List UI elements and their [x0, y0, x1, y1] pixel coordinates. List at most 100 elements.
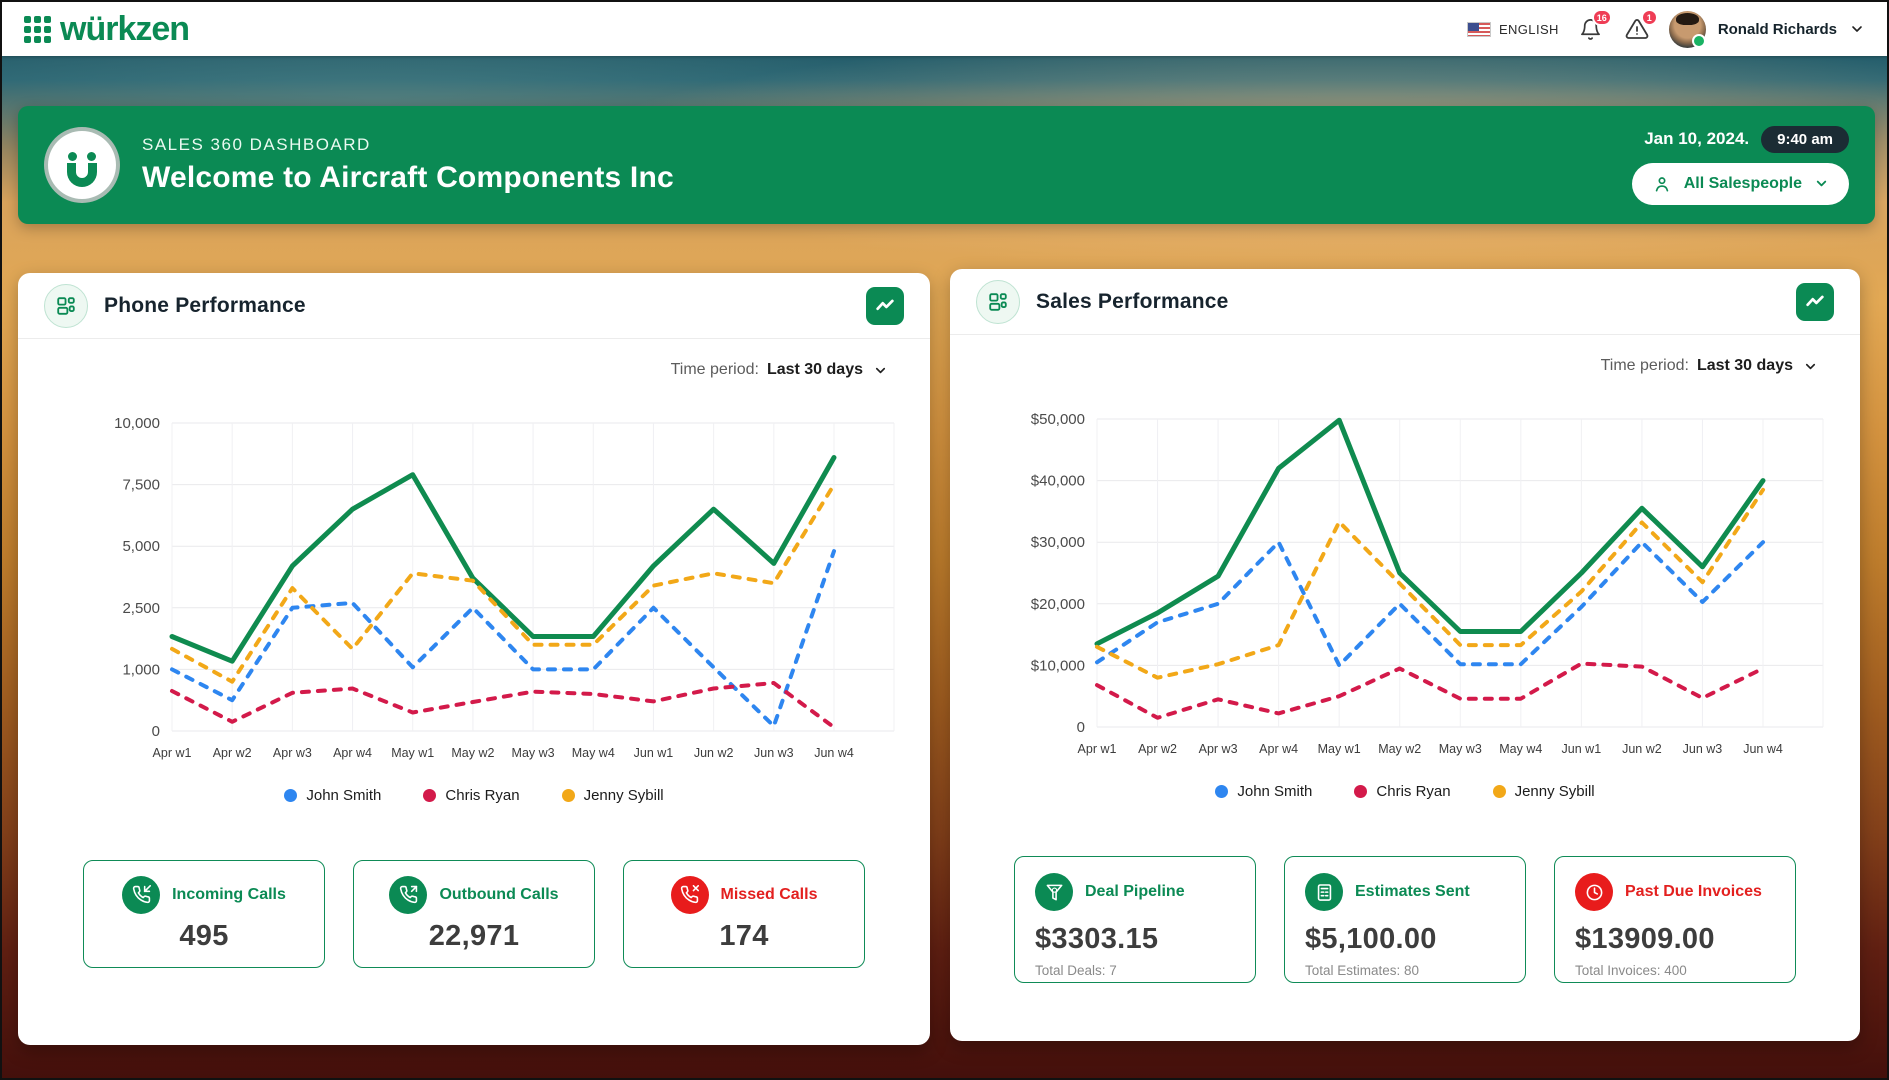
notifications-button[interactable]: 16 — [1577, 9, 1612, 43]
svg-text:0: 0 — [1077, 719, 1085, 736]
svg-text:Jun w1: Jun w1 — [1562, 742, 1602, 756]
brand-logo[interactable]: würkzen — [24, 12, 190, 46]
sales-performance-chart: 0 $10,000 $20,000 $30,000 $40,000 $50,000 Apr … — [1031, 411, 1824, 756]
app-grid-icon — [24, 15, 51, 43]
estimates-sent-label: Estimates Sent — [1355, 883, 1470, 900]
wurkzen-smiley-logo — [44, 127, 120, 203]
phone-chart-legend: John Smith Chris Ryan Jenny Sybill — [18, 787, 930, 804]
past-due-invoices-sub: Total Invoices: 400 — [1575, 963, 1687, 978]
estimates-sent-card: Estimates Sent $5,100.00 Total Estimates… — [1284, 856, 1526, 983]
svg-text:Apr w3: Apr w3 — [273, 746, 312, 760]
trend-icon — [1806, 295, 1824, 306]
svg-text:2,500: 2,500 — [122, 600, 160, 617]
sales-performance-card: Sales Performance Time period: Last 30 d… — [950, 269, 1860, 1041]
sales-stats-row: Deal Pipeline $3303.15 Total Deals: 7 Es… — [950, 856, 1860, 983]
svg-text:$30,000: $30,000 — [1031, 534, 1085, 551]
phone-period-dropdown[interactable]: Last 30 days — [767, 361, 888, 379]
missed-calls-card: Missed Calls 174 — [623, 860, 865, 968]
us-flag-icon — [1466, 21, 1491, 37]
current-time-pill: 9:40 am — [1761, 125, 1849, 153]
svg-text:$10,000: $10,000 — [1031, 657, 1085, 674]
phone-performance-chart: 0 1,000 2,500 5,000 7,500 10,000 Apr w1 Apr w2 A… — [114, 415, 895, 760]
alerts-button[interactable]: 1 — [1623, 9, 1658, 43]
svg-text:May w4: May w4 — [1499, 742, 1542, 756]
phone-missed-icon — [670, 875, 709, 914]
deal-pipeline-value: $3303.15 — [1035, 923, 1159, 955]
past-due-invoices-value: $13909.00 — [1575, 923, 1715, 955]
incoming-calls-value: 495 — [179, 919, 229, 952]
svg-text:5,000: 5,000 — [122, 538, 160, 555]
legend-item: Jenny Sybill — [561, 787, 664, 804]
svg-text:Apr w1: Apr w1 — [153, 746, 192, 760]
svg-text:0: 0 — [152, 723, 160, 740]
past-due-invoices-card: Past Due Invoices $13909.00 Total Invoic… — [1554, 856, 1796, 983]
phone-performance-card: Phone Performance Time period: Last 30 d… — [18, 273, 930, 1045]
phone-chart-area: 0 1,000 2,500 5,000 7,500 10,000 Apr w1 Apr w2 A… — [18, 401, 930, 804]
svg-text:Jun w2: Jun w2 — [694, 746, 734, 760]
date-time: Jan 10, 2024. 9:40 am — [1644, 125, 1849, 153]
svg-text:May w3: May w3 — [1439, 742, 1482, 756]
warning-triangle-icon — [1625, 19, 1649, 39]
phone-stats-row: Incoming Calls 495 Outbound Calls 22,971 — [18, 860, 930, 968]
outbound-calls-value: 22,971 — [428, 919, 520, 952]
svg-text:$50,000: $50,000 — [1031, 411, 1085, 428]
svg-text:Apr w2: Apr w2 — [1138, 742, 1177, 756]
widgets-icon — [976, 279, 1020, 324]
svg-text:Apr w4: Apr w4 — [333, 746, 372, 760]
chevron-down-icon — [1805, 363, 1816, 369]
top-navbar: würkzen ENGLISH 16 1 Ronald Richa — [2, 2, 1887, 56]
legend-item: John Smith — [1215, 783, 1312, 800]
salespeople-filter-label: All Salespeople — [1683, 174, 1802, 192]
incoming-calls-card: Incoming Calls 495 — [83, 860, 325, 968]
dashboard-kicker: SALES 360 DASHBOARD — [142, 135, 371, 154]
clock-icon — [1575, 873, 1613, 911]
sales-chart-action-button[interactable] — [1796, 282, 1834, 321]
period-label: Time period: — [1600, 357, 1689, 374]
svg-text:$20,000: $20,000 — [1031, 596, 1085, 613]
user-menu[interactable]: Ronald Richards — [1668, 10, 1865, 48]
funnel-dollar-icon — [1035, 873, 1073, 911]
sales-card-title: Sales Performance — [1036, 289, 1229, 313]
page-title: Welcome to Aircraft Components Inc — [142, 161, 674, 194]
calculator-icon — [1305, 873, 1343, 911]
sales-period-dropdown[interactable]: Last 30 days — [1697, 357, 1818, 375]
estimates-sent-sub: Total Estimates: 80 — [1305, 963, 1420, 978]
deal-pipeline-sub: Total Deals: 7 — [1035, 963, 1117, 978]
svg-text:May w3: May w3 — [512, 746, 555, 760]
svg-text:May w2: May w2 — [451, 746, 494, 760]
bell-icon — [1581, 18, 1601, 40]
svg-text:$40,000: $40,000 — [1031, 473, 1085, 490]
alert-count-badge: 1 — [1640, 9, 1658, 26]
user-name: Ronald Richards — [1717, 20, 1837, 38]
chevron-down-icon — [875, 367, 886, 373]
past-due-invoices-label: Past Due Invoices — [1625, 883, 1762, 900]
trend-icon — [876, 299, 894, 310]
svg-text:Apr w1: Apr w1 — [1078, 742, 1117, 756]
estimates-sent-value: $5,100.00 — [1305, 923, 1437, 955]
svg-text:Jun w2: Jun w2 — [1622, 742, 1662, 756]
chevron-down-icon — [1852, 26, 1862, 32]
svg-text:Jun w3: Jun w3 — [754, 746, 794, 760]
language-selector[interactable]: ENGLISH — [1466, 21, 1559, 37]
legend-item: John Smith — [284, 787, 381, 804]
missed-calls-label: Missed Calls — [720, 885, 818, 903]
svg-text:Jun w4: Jun w4 — [1743, 742, 1783, 756]
phone-incoming-icon — [122, 875, 161, 914]
person-icon — [1655, 176, 1668, 191]
svg-text:May w1: May w1 — [391, 746, 434, 760]
svg-text:May w2: May w2 — [1378, 742, 1421, 756]
svg-text:May w4: May w4 — [572, 746, 615, 760]
missed-calls-value: 174 — [719, 919, 769, 952]
phone-chart-action-button[interactable] — [866, 286, 904, 325]
sales-chart-legend: John Smith Chris Ryan Jenny Sybill — [950, 783, 1860, 800]
period-label: Time period: — [670, 361, 759, 378]
deal-pipeline-label: Deal Pipeline — [1085, 883, 1185, 900]
phone-period-value: Last 30 days — [766, 361, 863, 378]
phone-card-title: Phone Performance — [104, 293, 306, 317]
salespeople-filter-dropdown[interactable]: All Salespeople — [1631, 162, 1849, 205]
legend-item: Chris Ryan — [423, 787, 520, 804]
sales-card-header: Sales Performance — [950, 269, 1860, 335]
svg-text:Jun w1: Jun w1 — [634, 746, 674, 760]
chevron-down-icon — [1816, 180, 1827, 187]
